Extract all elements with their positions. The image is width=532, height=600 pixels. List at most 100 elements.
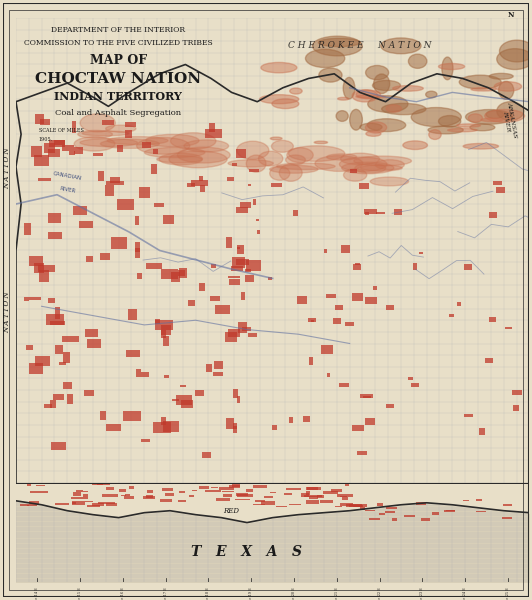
Text: T   E   X   A   S: T E X A S	[192, 545, 303, 559]
Ellipse shape	[169, 151, 227, 168]
Text: Range 16 E: Range 16 E	[121, 587, 125, 600]
Ellipse shape	[261, 62, 297, 73]
Ellipse shape	[159, 153, 203, 165]
Ellipse shape	[494, 82, 521, 91]
Ellipse shape	[471, 88, 496, 91]
Ellipse shape	[270, 166, 290, 180]
Text: MAP OF: MAP OF	[90, 54, 147, 67]
Text: Range 18 E: Range 18 E	[206, 587, 211, 600]
Ellipse shape	[338, 97, 349, 100]
Ellipse shape	[381, 103, 426, 115]
Ellipse shape	[497, 49, 532, 70]
Ellipse shape	[157, 156, 202, 163]
Ellipse shape	[370, 177, 409, 186]
Ellipse shape	[101, 139, 160, 148]
Text: C R E E K
N A T I O N: C R E E K N A T I O N	[0, 147, 11, 189]
Text: RED: RED	[223, 507, 239, 515]
Ellipse shape	[327, 154, 357, 160]
Ellipse shape	[107, 137, 168, 145]
Ellipse shape	[489, 73, 513, 79]
Ellipse shape	[466, 110, 512, 124]
Ellipse shape	[344, 169, 367, 181]
Ellipse shape	[286, 155, 305, 165]
Ellipse shape	[279, 164, 302, 181]
Text: CHOCTAW NATION: CHOCTAW NATION	[35, 72, 202, 86]
Text: Range 23 E: Range 23 E	[420, 587, 425, 600]
Ellipse shape	[381, 38, 421, 54]
Ellipse shape	[228, 160, 273, 167]
Ellipse shape	[373, 74, 390, 94]
Ellipse shape	[372, 80, 401, 91]
Text: Range 21 E: Range 21 E	[335, 587, 339, 600]
Text: Range 17 E: Range 17 E	[164, 587, 168, 600]
Text: ARKANSAS
RIVER: ARKANSAS RIVER	[500, 101, 517, 139]
Text: INDIAN TERRITORY: INDIAN TERRITORY	[54, 91, 182, 101]
Ellipse shape	[339, 157, 387, 172]
Text: Range 24 E: Range 24 E	[463, 587, 467, 600]
Ellipse shape	[360, 123, 382, 131]
Text: COMMISSION TO THE FIVE CIVILIZED TRIBES: COMMISSION TO THE FIVE CIVILIZED TRIBES	[24, 39, 213, 47]
Ellipse shape	[270, 165, 318, 173]
Ellipse shape	[305, 49, 345, 68]
Ellipse shape	[184, 140, 229, 152]
Ellipse shape	[170, 133, 216, 149]
Ellipse shape	[319, 68, 342, 82]
Ellipse shape	[361, 165, 402, 171]
Text: SCALE OF MILES: SCALE OF MILES	[39, 128, 84, 133]
Ellipse shape	[470, 124, 495, 131]
Ellipse shape	[393, 86, 423, 91]
Ellipse shape	[386, 105, 402, 112]
Ellipse shape	[315, 155, 363, 172]
Ellipse shape	[145, 148, 205, 158]
Text: DEPARTMENT OF THE INTERIOR: DEPARTMENT OF THE INTERIOR	[51, 26, 186, 34]
Text: N: N	[508, 11, 514, 19]
Text: RIVER: RIVER	[59, 186, 76, 194]
Text: 1905.: 1905.	[39, 137, 53, 142]
Text: CANADIAN: CANADIAN	[53, 171, 82, 181]
Ellipse shape	[366, 131, 381, 136]
Ellipse shape	[342, 162, 394, 174]
Text: Range 15 E: Range 15 E	[78, 587, 82, 600]
Ellipse shape	[375, 160, 404, 170]
Text: Coal and Asphalt Segregation: Coal and Asphalt Segregation	[55, 109, 181, 117]
Ellipse shape	[82, 131, 129, 136]
Ellipse shape	[442, 57, 453, 80]
Ellipse shape	[438, 116, 461, 127]
Ellipse shape	[271, 140, 293, 152]
Ellipse shape	[80, 139, 137, 146]
Ellipse shape	[459, 75, 501, 89]
Ellipse shape	[290, 88, 302, 94]
Ellipse shape	[259, 151, 283, 166]
Ellipse shape	[498, 82, 514, 99]
Text: Range 22 E: Range 22 E	[378, 587, 381, 600]
Ellipse shape	[177, 147, 230, 163]
Ellipse shape	[403, 141, 427, 149]
Ellipse shape	[277, 163, 335, 170]
Ellipse shape	[312, 36, 362, 56]
Ellipse shape	[318, 38, 360, 47]
Ellipse shape	[486, 110, 504, 119]
Ellipse shape	[500, 40, 532, 62]
Ellipse shape	[485, 109, 525, 122]
Ellipse shape	[438, 64, 464, 70]
Ellipse shape	[428, 126, 463, 134]
Ellipse shape	[350, 109, 362, 130]
Text: C H O C T A W
N A T I O N: C H O C T A W N A T I O N	[0, 286, 11, 338]
Ellipse shape	[368, 119, 406, 131]
Ellipse shape	[137, 137, 190, 154]
Ellipse shape	[260, 95, 299, 104]
Ellipse shape	[368, 96, 408, 112]
Ellipse shape	[246, 155, 266, 172]
Ellipse shape	[314, 141, 328, 143]
Ellipse shape	[409, 54, 427, 68]
Text: Range 20 E: Range 20 E	[292, 587, 296, 600]
Ellipse shape	[237, 141, 269, 160]
Ellipse shape	[343, 77, 355, 99]
Ellipse shape	[365, 65, 389, 80]
Ellipse shape	[287, 148, 313, 163]
Ellipse shape	[456, 124, 480, 127]
Ellipse shape	[74, 137, 115, 151]
Ellipse shape	[340, 153, 379, 165]
Ellipse shape	[352, 89, 378, 102]
Ellipse shape	[272, 99, 299, 109]
